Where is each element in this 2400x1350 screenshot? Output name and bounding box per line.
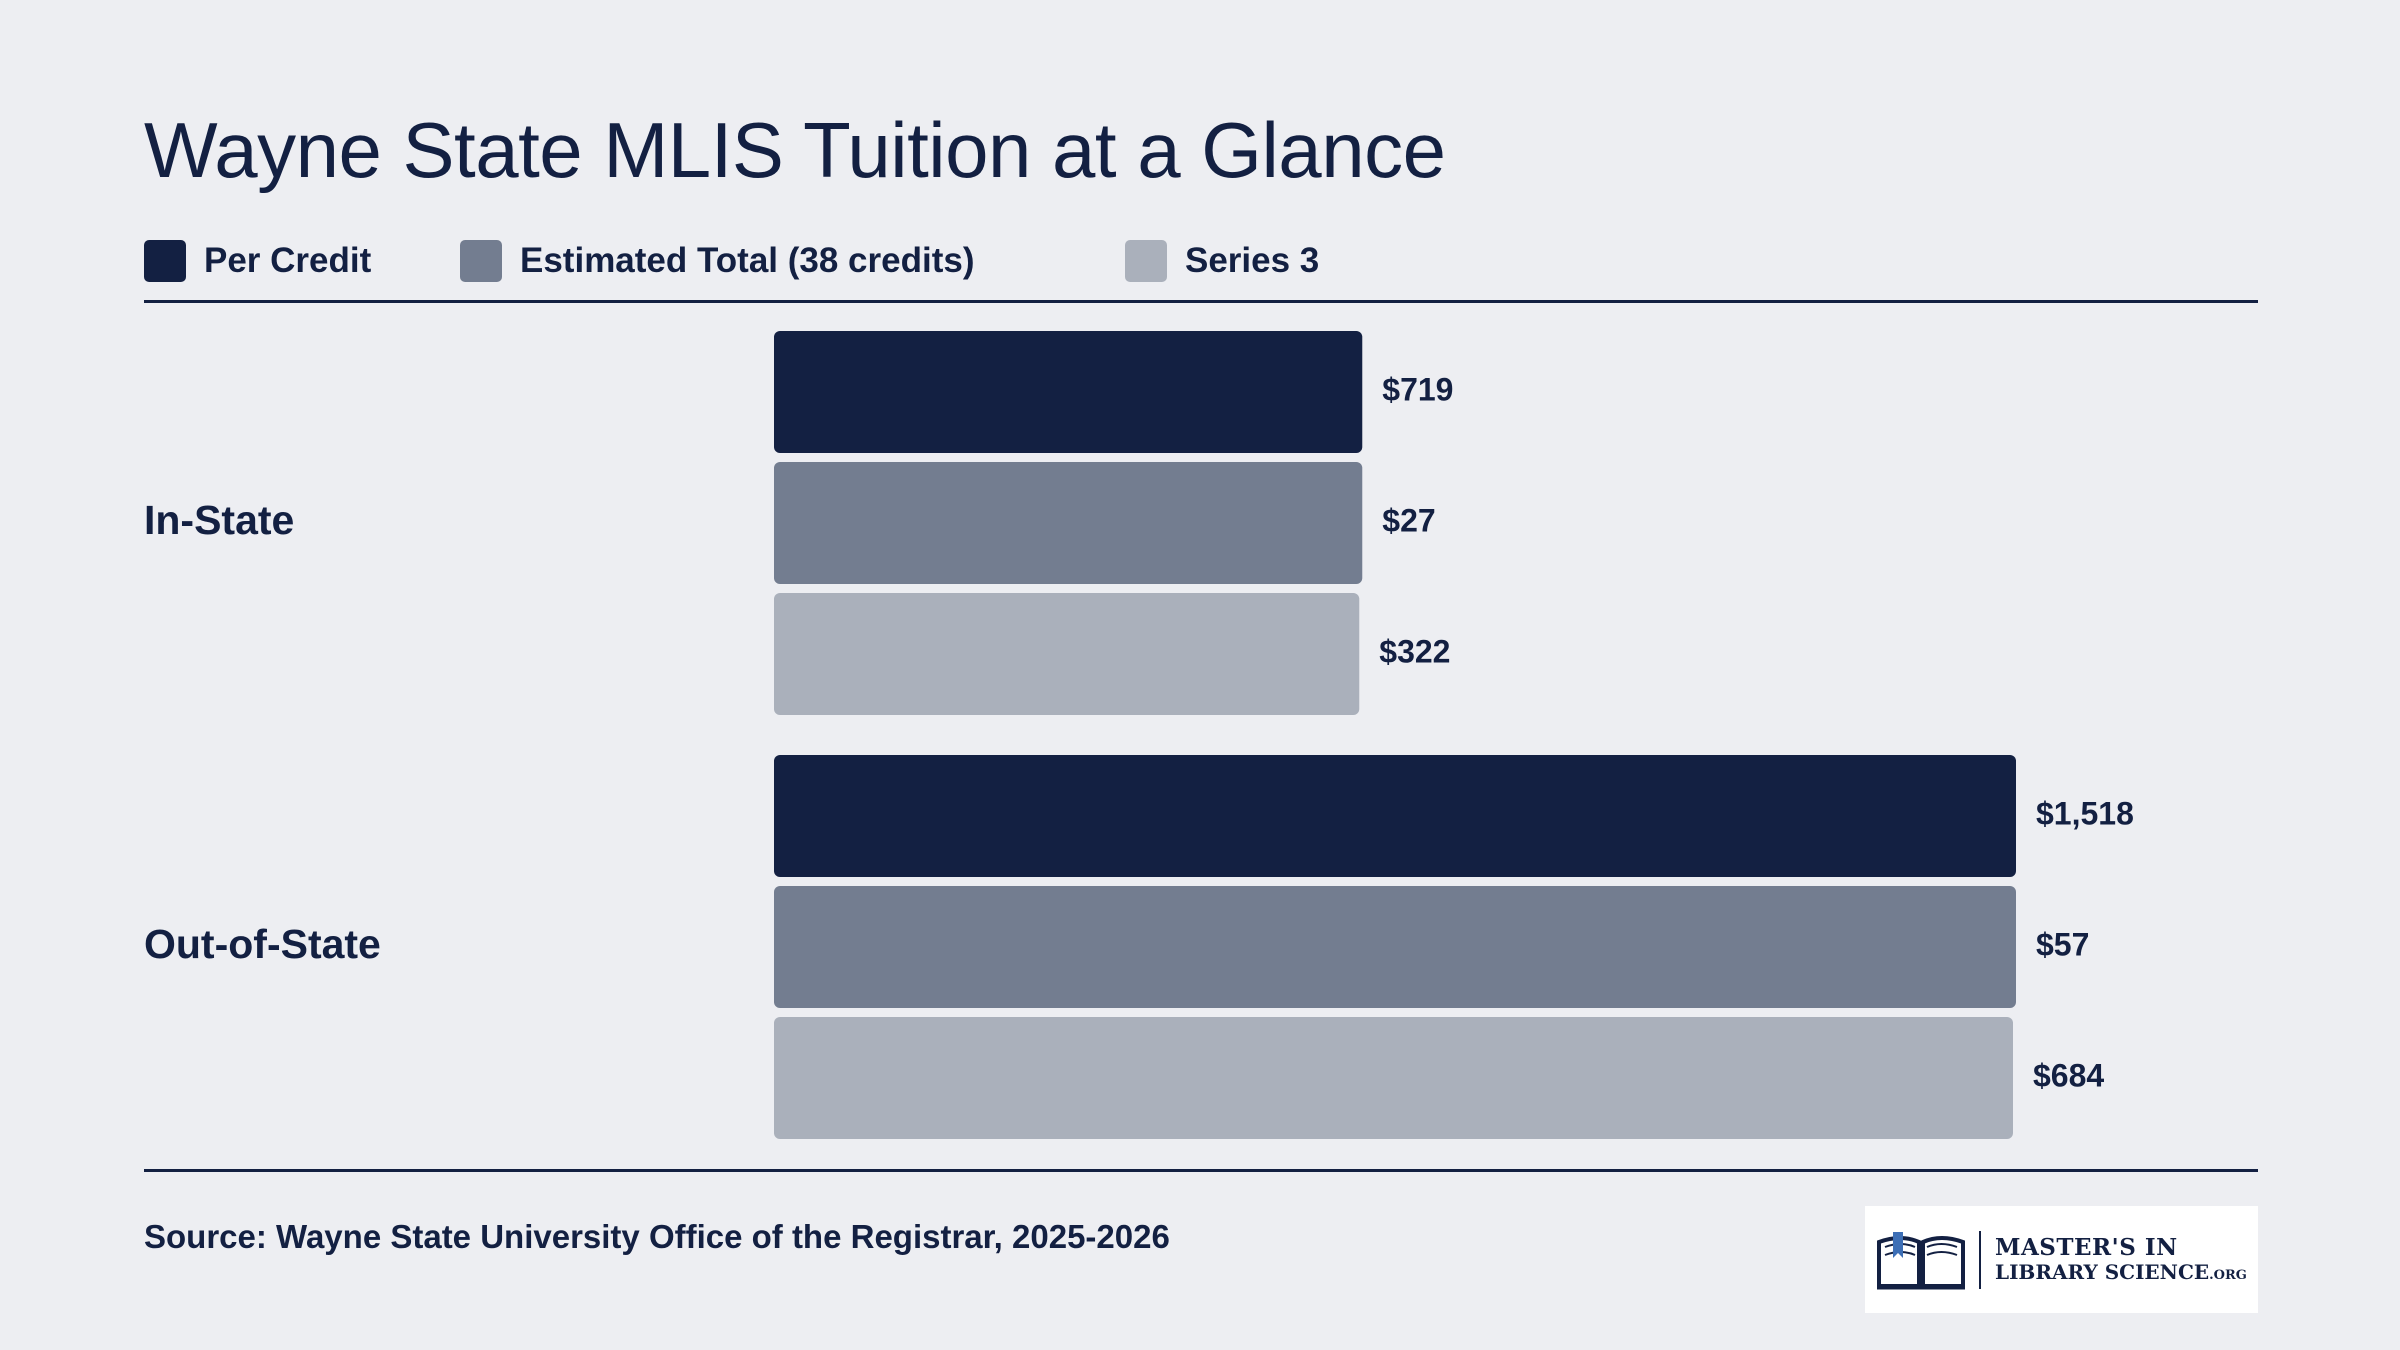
bar-out-of-state-series-2 [774, 886, 2016, 1008]
legend-item-estimated-total: Estimated Total (38 credits) [460, 236, 974, 286]
chart-title: Wayne State MLIS Tuition at a Glance [144, 106, 1446, 194]
legend: Per Credit Estimated Total (38 credits) … [144, 236, 1744, 286]
top-divider [144, 300, 2258, 303]
legend-item-per-credit: Per Credit [144, 236, 371, 286]
logo-divider [1979, 1230, 1981, 1289]
logo-line-2: LIBRARY SCIENCE.ORG [1995, 1261, 2247, 1284]
legend-label-per-credit: Per Credit [204, 241, 372, 280]
value-label-out-of-state-series-1: $1,518 [2036, 795, 2134, 831]
logo-text: MASTER'S IN LIBRARY SCIENCE.ORG [1995, 1233, 2247, 1284]
bar-in-state-series-3 [774, 593, 1360, 715]
category-label-in-state: In-State [144, 497, 294, 543]
legend-label-series-3: Series 3 [1185, 241, 1320, 280]
source-note: Source: Wayne State University Office of… [144, 1218, 1170, 1255]
legend-swatch-series-3 [1125, 240, 1167, 282]
open-book-icon [1877, 1231, 1965, 1289]
value-label-in-state-series-2: $27 [1382, 502, 1435, 538]
value-label-in-state-series-3: $322 [1379, 633, 1450, 669]
legend-swatch-estimated-total [460, 240, 502, 282]
bar-out-of-state-series-1 [774, 755, 2016, 877]
legend-item-series-3: Series 3 [1125, 236, 1319, 286]
bar-out-of-state-series-3 [774, 1017, 2013, 1139]
site-logo: MASTER'S IN LIBRARY SCIENCE.ORG [1865, 1206, 2258, 1313]
legend-swatch-per-credit [144, 240, 186, 282]
category-label-out-of-state: Out-of-State [144, 921, 381, 967]
logo-suffix: .ORG [2209, 1268, 2247, 1284]
value-label-in-state-series-1: $719 [1382, 371, 1453, 407]
bar-in-state-series-1 [774, 331, 1363, 453]
bar-chart: In-State $719 $27 $322 Out-of-State $1,518 $57… [144, 331, 2134, 1139]
bottom-divider [144, 1169, 2258, 1172]
value-label-out-of-state-series-2: $57 [2036, 926, 2089, 962]
bar-in-state-series-2 [774, 462, 1363, 584]
logo-line-1: MASTER'S IN [1995, 1233, 2178, 1261]
logo-line-2-main: LIBRARY SCIENCE [1995, 1260, 2210, 1285]
value-label-out-of-state-series-3: $684 [2033, 1057, 2104, 1093]
legend-label-estimated-total: Estimated Total (38 credits) [520, 241, 975, 280]
